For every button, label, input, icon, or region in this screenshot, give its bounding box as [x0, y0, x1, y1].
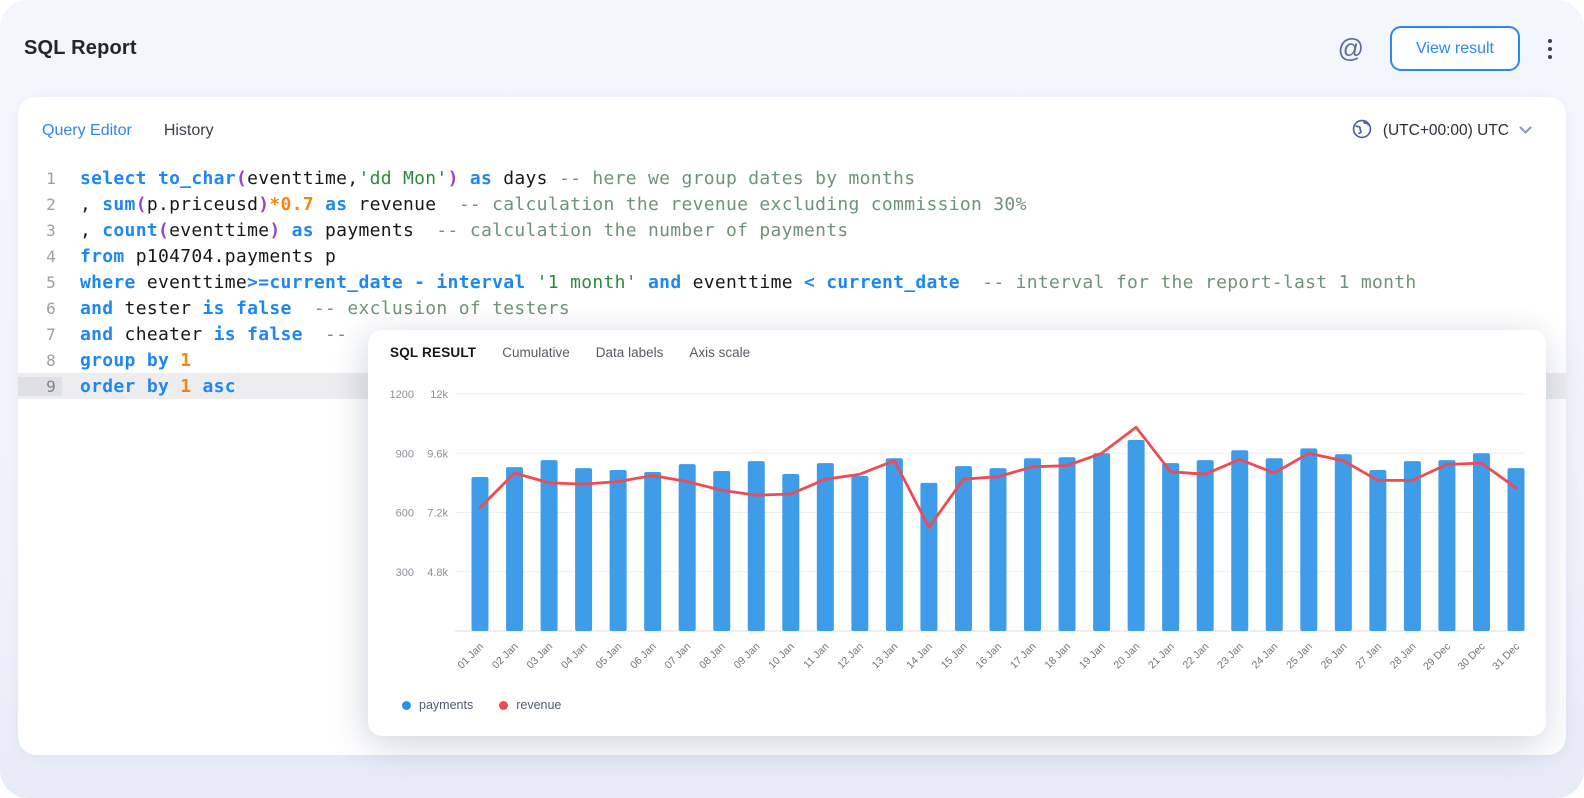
svg-text:16 Jan: 16 Jan	[973, 641, 1004, 672]
line-number: 2	[46, 194, 56, 214]
view-result-button[interactable]: View result	[1390, 26, 1520, 71]
line-number: 6	[46, 298, 56, 318]
result-chart: 1200 12k 900 9.6k 600 7.2k 300 4.8k 01 Jan 02 Jan…	[368, 370, 1546, 700]
legend-item-revenue[interactable]: revenue	[499, 698, 561, 712]
svg-text:12k: 12k	[430, 389, 448, 401]
svg-text:23 Jan: 23 Jan	[1215, 641, 1246, 672]
tab-data-labels[interactable]: Data labels	[595, 345, 664, 360]
query-card: Query Editor History (UTC+00:00) UTC 1 se…	[18, 97, 1566, 755]
code-text: from p104704.payments p	[80, 245, 337, 267]
legend-item-payments[interactable]: payments	[402, 698, 473, 712]
line-number: 9	[18, 376, 62, 396]
code-line-3[interactable]: 3 , count(eventtime) as payments -- calcu…	[18, 217, 1566, 243]
svg-text:9.6k: 9.6k	[427, 448, 448, 460]
svg-text:25 Jan: 25 Jan	[1284, 641, 1315, 672]
svg-text:02 Jan: 02 Jan	[490, 641, 521, 672]
svg-text:05 Jan: 05 Jan	[593, 641, 624, 672]
svg-text:28 Jan: 28 Jan	[1388, 641, 1419, 672]
code-line-7[interactable]: 7 and cheater is false --	[18, 321, 1566, 347]
kebab-menu-icon[interactable]	[1544, 35, 1556, 63]
code-line-8[interactable]: 8 group by 1	[18, 347, 1566, 373]
tab-history[interactable]: History	[163, 122, 214, 139]
svg-text:11 Jan: 11 Jan	[801, 641, 831, 671]
result-panel-title: SQL RESULT	[390, 345, 477, 360]
line-number: 1	[46, 168, 56, 188]
timezone-selector[interactable]: (UTC+00:00) UTC	[1351, 118, 1532, 145]
code-line-4[interactable]: 4 from p104704.payments p	[18, 243, 1566, 269]
svg-text:17 Jan: 17 Jan	[1008, 641, 1039, 672]
svg-text:04 Jan: 04 Jan	[559, 641, 590, 672]
sql-result-panel: SQL RESULT Cumulative Data labels Axis s…	[368, 330, 1546, 736]
tab-cumulative[interactable]: Cumulative	[502, 345, 570, 360]
code-line-6[interactable]: 6 and tester is false -- exclusion of tes…	[18, 295, 1566, 321]
tab-query-editor[interactable]: Query Editor	[42, 122, 132, 139]
code-line-2[interactable]: 2 , sum(p.priceusd)*0.7 as revenue -- cal…	[18, 191, 1566, 217]
legend-dot	[402, 700, 411, 710]
page-title: SQL Report	[24, 37, 137, 59]
line-number: 7	[46, 324, 56, 344]
svg-text:12 Jan: 12 Jan	[835, 641, 866, 672]
code-line-1[interactable]: 1 select to_char(eventtime,'dd Mon') as d…	[18, 165, 1566, 191]
card-header: Query Editor History (UTC+00:00) UTC	[18, 97, 1566, 159]
svg-text:30 Dec: 30 Dec	[1456, 641, 1488, 673]
code-text: order by 1 asc	[80, 375, 236, 397]
mention-at-icon[interactable]: @	[1337, 33, 1365, 63]
code-text: select to_char(eventtime,'dd Mon') as da…	[80, 167, 916, 189]
line-number: 4	[46, 246, 56, 266]
svg-text:15 Jan: 15 Jan	[939, 641, 970, 672]
code-text: and cheater is false --	[80, 323, 348, 345]
tab-axis-scale[interactable]: Axis scale	[689, 345, 751, 360]
timezone-label: (UTC+00:00) UTC	[1382, 122, 1509, 139]
svg-text:21 Jan: 21 Jan	[1146, 641, 1177, 672]
svg-text:31 Dec: 31 Dec	[1490, 641, 1522, 673]
chart-legend: payments revenue	[402, 698, 561, 712]
code-line-5[interactable]: 5 where eventtime>=current_date - interva…	[18, 269, 1566, 295]
code-text: where eventtime>=current_date - interval…	[80, 271, 1417, 293]
legend-label: revenue	[516, 698, 562, 712]
svg-text:06 Jan: 06 Jan	[628, 641, 659, 672]
line-number: 3	[46, 220, 56, 240]
globe-icon	[1351, 118, 1373, 145]
code-text: , count(eventtime) as payments -- calcul…	[80, 219, 849, 241]
svg-text:19 Jan: 19 Jan	[1077, 641, 1108, 672]
svg-text:10 Jan: 10 Jan	[766, 641, 797, 672]
sql-code-editor[interactable]: 1 select to_char(eventtime,'dd Mon') as d…	[18, 165, 1566, 399]
svg-text:08 Jan: 08 Jan	[697, 641, 728, 672]
svg-text:900: 900	[396, 448, 414, 460]
svg-text:18 Jan: 18 Jan	[1042, 641, 1073, 672]
svg-text:27 Jan: 27 Jan	[1353, 641, 1384, 672]
svg-text:24 Jan: 24 Jan	[1250, 641, 1281, 672]
svg-text:01 Jan: 01 Jan	[455, 641, 486, 672]
code-text: , sum(p.priceusd)*0.7 as revenue -- calc…	[80, 193, 1027, 215]
code-text: group by 1	[80, 349, 192, 371]
svg-text:09 Jan: 09 Jan	[732, 641, 763, 672]
legend-label: payments	[419, 698, 474, 712]
svg-text:14 Jan: 14 Jan	[904, 641, 935, 672]
svg-text:03 Jan: 03 Jan	[524, 641, 555, 672]
chevron-down-icon	[1519, 122, 1532, 140]
svg-text:7.2k: 7.2k	[427, 508, 448, 520]
svg-text:600: 600	[396, 508, 414, 520]
svg-text:300: 300	[396, 567, 414, 579]
line-number: 5	[46, 272, 56, 292]
svg-text:13 Jan: 13 Jan	[870, 641, 901, 672]
top-header: SQL Report @ View result	[0, 0, 1584, 97]
code-text: and tester is false -- exclusion of test…	[80, 297, 571, 319]
svg-text:07 Jan: 07 Jan	[663, 641, 694, 672]
svg-text:4.8k: 4.8k	[427, 567, 448, 579]
svg-text:1200: 1200	[390, 389, 414, 401]
svg-text:22 Jan: 22 Jan	[1181, 641, 1212, 672]
legend-dot	[499, 700, 509, 710]
svg-text:20 Jan: 20 Jan	[1111, 641, 1142, 672]
svg-text:26 Jan: 26 Jan	[1319, 641, 1350, 672]
line-number: 8	[46, 350, 56, 370]
svg-text:29 Dec: 29 Dec	[1421, 641, 1453, 673]
result-panel-header: SQL RESULT Cumulative Data labels Axis s…	[368, 330, 1546, 360]
